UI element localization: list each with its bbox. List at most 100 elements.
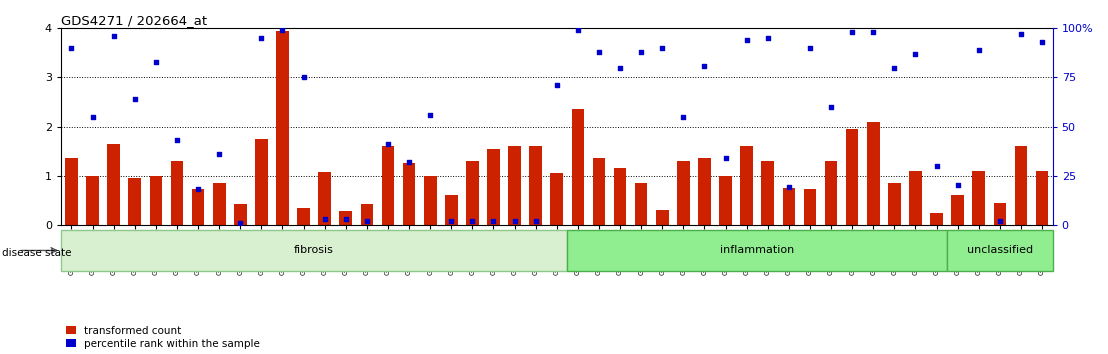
Point: [84, 114, 102, 120]
Point: [612, 65, 629, 70]
Point: [1012, 32, 1029, 37]
Bar: [234, 204, 247, 225]
Bar: [677, 161, 689, 225]
Point: [211, 151, 228, 157]
Point: [780, 185, 798, 190]
Bar: [614, 168, 626, 225]
Point: [253, 35, 270, 41]
Point: [442, 218, 460, 224]
Bar: [910, 171, 922, 225]
Bar: [509, 146, 521, 225]
Point: [547, 82, 565, 88]
Point: [484, 218, 502, 224]
Point: [400, 159, 418, 165]
Bar: [213, 183, 226, 225]
Bar: [61, 230, 567, 271]
Point: [654, 45, 671, 51]
Point: [738, 37, 756, 43]
Text: unclassified: unclassified: [967, 245, 1033, 256]
Point: [295, 75, 312, 80]
Point: [126, 96, 144, 102]
Point: [885, 65, 903, 70]
Bar: [255, 139, 268, 225]
Point: [633, 49, 650, 55]
Bar: [129, 178, 141, 225]
Point: [232, 220, 249, 225]
Point: [526, 218, 544, 224]
Point: [906, 51, 924, 57]
Bar: [845, 129, 859, 225]
Bar: [65, 159, 78, 225]
Point: [337, 216, 355, 222]
Bar: [567, 230, 947, 271]
Point: [675, 114, 692, 120]
Bar: [635, 183, 647, 225]
Bar: [698, 159, 711, 225]
Point: [105, 33, 123, 39]
Point: [696, 63, 714, 68]
Bar: [530, 146, 542, 225]
Bar: [466, 161, 479, 225]
Point: [505, 218, 523, 224]
Bar: [740, 146, 753, 225]
Point: [948, 183, 966, 188]
Bar: [761, 161, 774, 225]
Bar: [931, 212, 943, 225]
Text: fibrosis: fibrosis: [295, 245, 335, 256]
Bar: [1036, 171, 1048, 225]
Bar: [297, 207, 310, 225]
Point: [717, 155, 735, 161]
Point: [970, 47, 987, 53]
Bar: [656, 210, 668, 225]
Point: [843, 29, 861, 35]
Point: [991, 218, 1008, 224]
Text: GDS4271 / 202664_at: GDS4271 / 202664_at: [61, 14, 207, 27]
Point: [570, 28, 587, 33]
Point: [274, 28, 291, 33]
Bar: [1015, 146, 1027, 225]
Bar: [952, 195, 964, 225]
Bar: [488, 149, 500, 225]
Text: disease state: disease state: [2, 248, 72, 258]
Bar: [593, 159, 605, 225]
Point: [358, 218, 376, 224]
Point: [168, 137, 186, 143]
Bar: [994, 203, 1006, 225]
Bar: [150, 176, 162, 225]
Bar: [719, 176, 732, 225]
Text: inflammation: inflammation: [720, 245, 794, 256]
Bar: [803, 189, 817, 225]
Bar: [318, 172, 331, 225]
Point: [421, 112, 439, 118]
Bar: [782, 188, 796, 225]
Bar: [973, 171, 985, 225]
Bar: [86, 176, 99, 225]
Point: [864, 29, 882, 35]
Bar: [339, 211, 352, 225]
Point: [379, 141, 397, 147]
Point: [147, 59, 165, 64]
Point: [591, 49, 608, 55]
Legend: transformed count, percentile rank within the sample: transformed count, percentile rank withi…: [66, 326, 259, 349]
Bar: [381, 146, 394, 225]
Point: [189, 187, 207, 192]
Bar: [866, 122, 880, 225]
Bar: [888, 183, 901, 225]
Bar: [947, 230, 1053, 271]
Point: [1033, 39, 1050, 45]
Bar: [402, 164, 416, 225]
Bar: [171, 161, 183, 225]
Bar: [551, 173, 563, 225]
Point: [927, 163, 945, 169]
Bar: [445, 195, 458, 225]
Bar: [276, 31, 289, 225]
Point: [759, 35, 777, 41]
Bar: [424, 176, 437, 225]
Bar: [572, 109, 584, 225]
Bar: [824, 161, 838, 225]
Point: [463, 218, 481, 224]
Bar: [192, 189, 204, 225]
Bar: [107, 144, 120, 225]
Point: [63, 45, 81, 51]
Point: [316, 216, 334, 222]
